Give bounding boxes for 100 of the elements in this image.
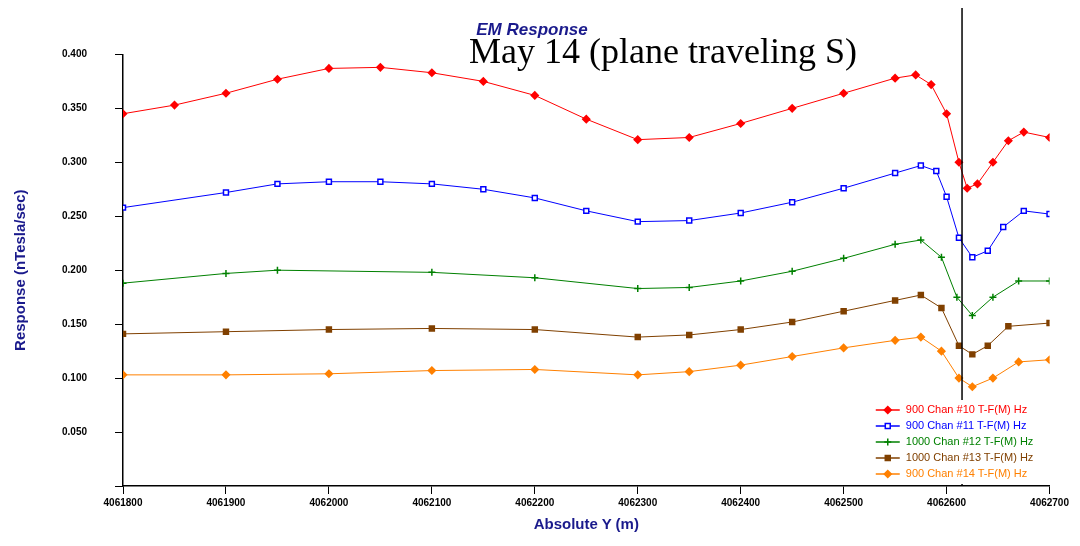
point: [325, 178, 333, 185]
point: [376, 63, 385, 72]
point: [890, 240, 900, 249]
point: [221, 370, 231, 380]
point: [222, 189, 230, 196]
point: [840, 184, 847, 192]
point: [984, 247, 991, 254]
y-axis-title: Response (nTesla/sec): [11, 189, 29, 351]
point: [684, 133, 694, 142]
x-axis-title: Absolute Y (m): [533, 515, 639, 533]
point: [917, 291, 925, 299]
point: [988, 373, 998, 383]
point: [634, 218, 641, 225]
point: [170, 100, 179, 110]
point: [999, 223, 1007, 231]
point: [633, 284, 642, 293]
point: [736, 360, 745, 370]
point: [428, 325, 436, 332]
point: [427, 68, 437, 77]
point: [969, 351, 976, 358]
point: [1014, 357, 1023, 367]
point: [479, 77, 488, 86]
point: [737, 326, 744, 333]
point: [943, 193, 950, 201]
y-tick-label: 0.100: [61, 371, 88, 383]
point: [273, 265, 282, 275]
y-tick-label: 0.400: [61, 48, 88, 60]
y-tick-label: 0.300: [61, 156, 88, 168]
point: [788, 199, 796, 206]
x-tick-label: 4062200: [515, 496, 555, 508]
point: [840, 307, 847, 315]
point: [937, 346, 946, 356]
point: [839, 343, 848, 353]
x-tick-label: 4062500: [824, 496, 864, 508]
point: [1005, 323, 1012, 330]
point: [962, 183, 972, 193]
point: [221, 88, 231, 98]
point: [324, 369, 334, 379]
point: [788, 318, 796, 326]
point: [428, 180, 436, 188]
point: [787, 352, 797, 361]
point: [890, 73, 900, 83]
point: [684, 283, 694, 292]
legend-label: 1000 Chan #12 T-F(M) Hz: [905, 435, 1034, 448]
point: [933, 167, 940, 175]
point: [984, 342, 991, 349]
point: [736, 119, 745, 128]
point: [530, 91, 540, 100]
x-tick-label: 4062000: [309, 496, 349, 508]
point: [427, 268, 437, 277]
point: [736, 276, 745, 286]
y-tick-label: 0.050: [61, 425, 88, 437]
point: [530, 365, 540, 374]
x-tick-label: 4062400: [721, 496, 761, 508]
point: [427, 366, 437, 375]
point: [274, 180, 281, 188]
x-tick-label: 4062700: [1030, 496, 1070, 508]
point: [969, 254, 976, 261]
point: [839, 88, 848, 98]
point: [890, 336, 900, 345]
point: [891, 297, 899, 304]
point: [968, 382, 977, 391]
point: [686, 217, 693, 224]
point: [480, 186, 487, 193]
y-tick-label: 0.350: [61, 102, 88, 114]
legend-label: 900 Chan #14 T-F(M) Hz: [905, 467, 1028, 480]
point: [988, 292, 998, 302]
point: [787, 267, 797, 276]
point: [684, 367, 694, 376]
point: [686, 331, 693, 339]
point: [938, 304, 945, 312]
x-tick-label: 4061900: [206, 496, 246, 508]
y-tick-label: 0.150: [61, 317, 88, 329]
point: [377, 178, 384, 185]
point: [988, 158, 998, 167]
y-tick-label: 0.250: [61, 210, 88, 221]
point: [633, 135, 642, 144]
point: [633, 370, 642, 380]
x-tick-label: 4062600: [927, 496, 967, 508]
point: [221, 269, 231, 278]
point: [926, 80, 936, 89]
point: [531, 326, 539, 333]
point: [531, 194, 539, 202]
point: [273, 74, 282, 84]
point: [1019, 127, 1029, 137]
x-tick-label: 4062100: [412, 496, 452, 508]
point: [325, 326, 333, 333]
point: [1004, 136, 1013, 145]
point: [222, 328, 230, 335]
point: [583, 207, 590, 215]
point: [916, 235, 926, 245]
legend-label: 1000 Chan #13 T-F(M) Hz: [905, 451, 1034, 464]
point: [1014, 276, 1023, 286]
x-tick-label: 4062300: [618, 496, 658, 508]
point: [737, 209, 744, 217]
point: [582, 114, 591, 124]
point: [917, 162, 925, 169]
point: [530, 273, 540, 282]
point: [324, 64, 334, 73]
point: [916, 332, 926, 342]
